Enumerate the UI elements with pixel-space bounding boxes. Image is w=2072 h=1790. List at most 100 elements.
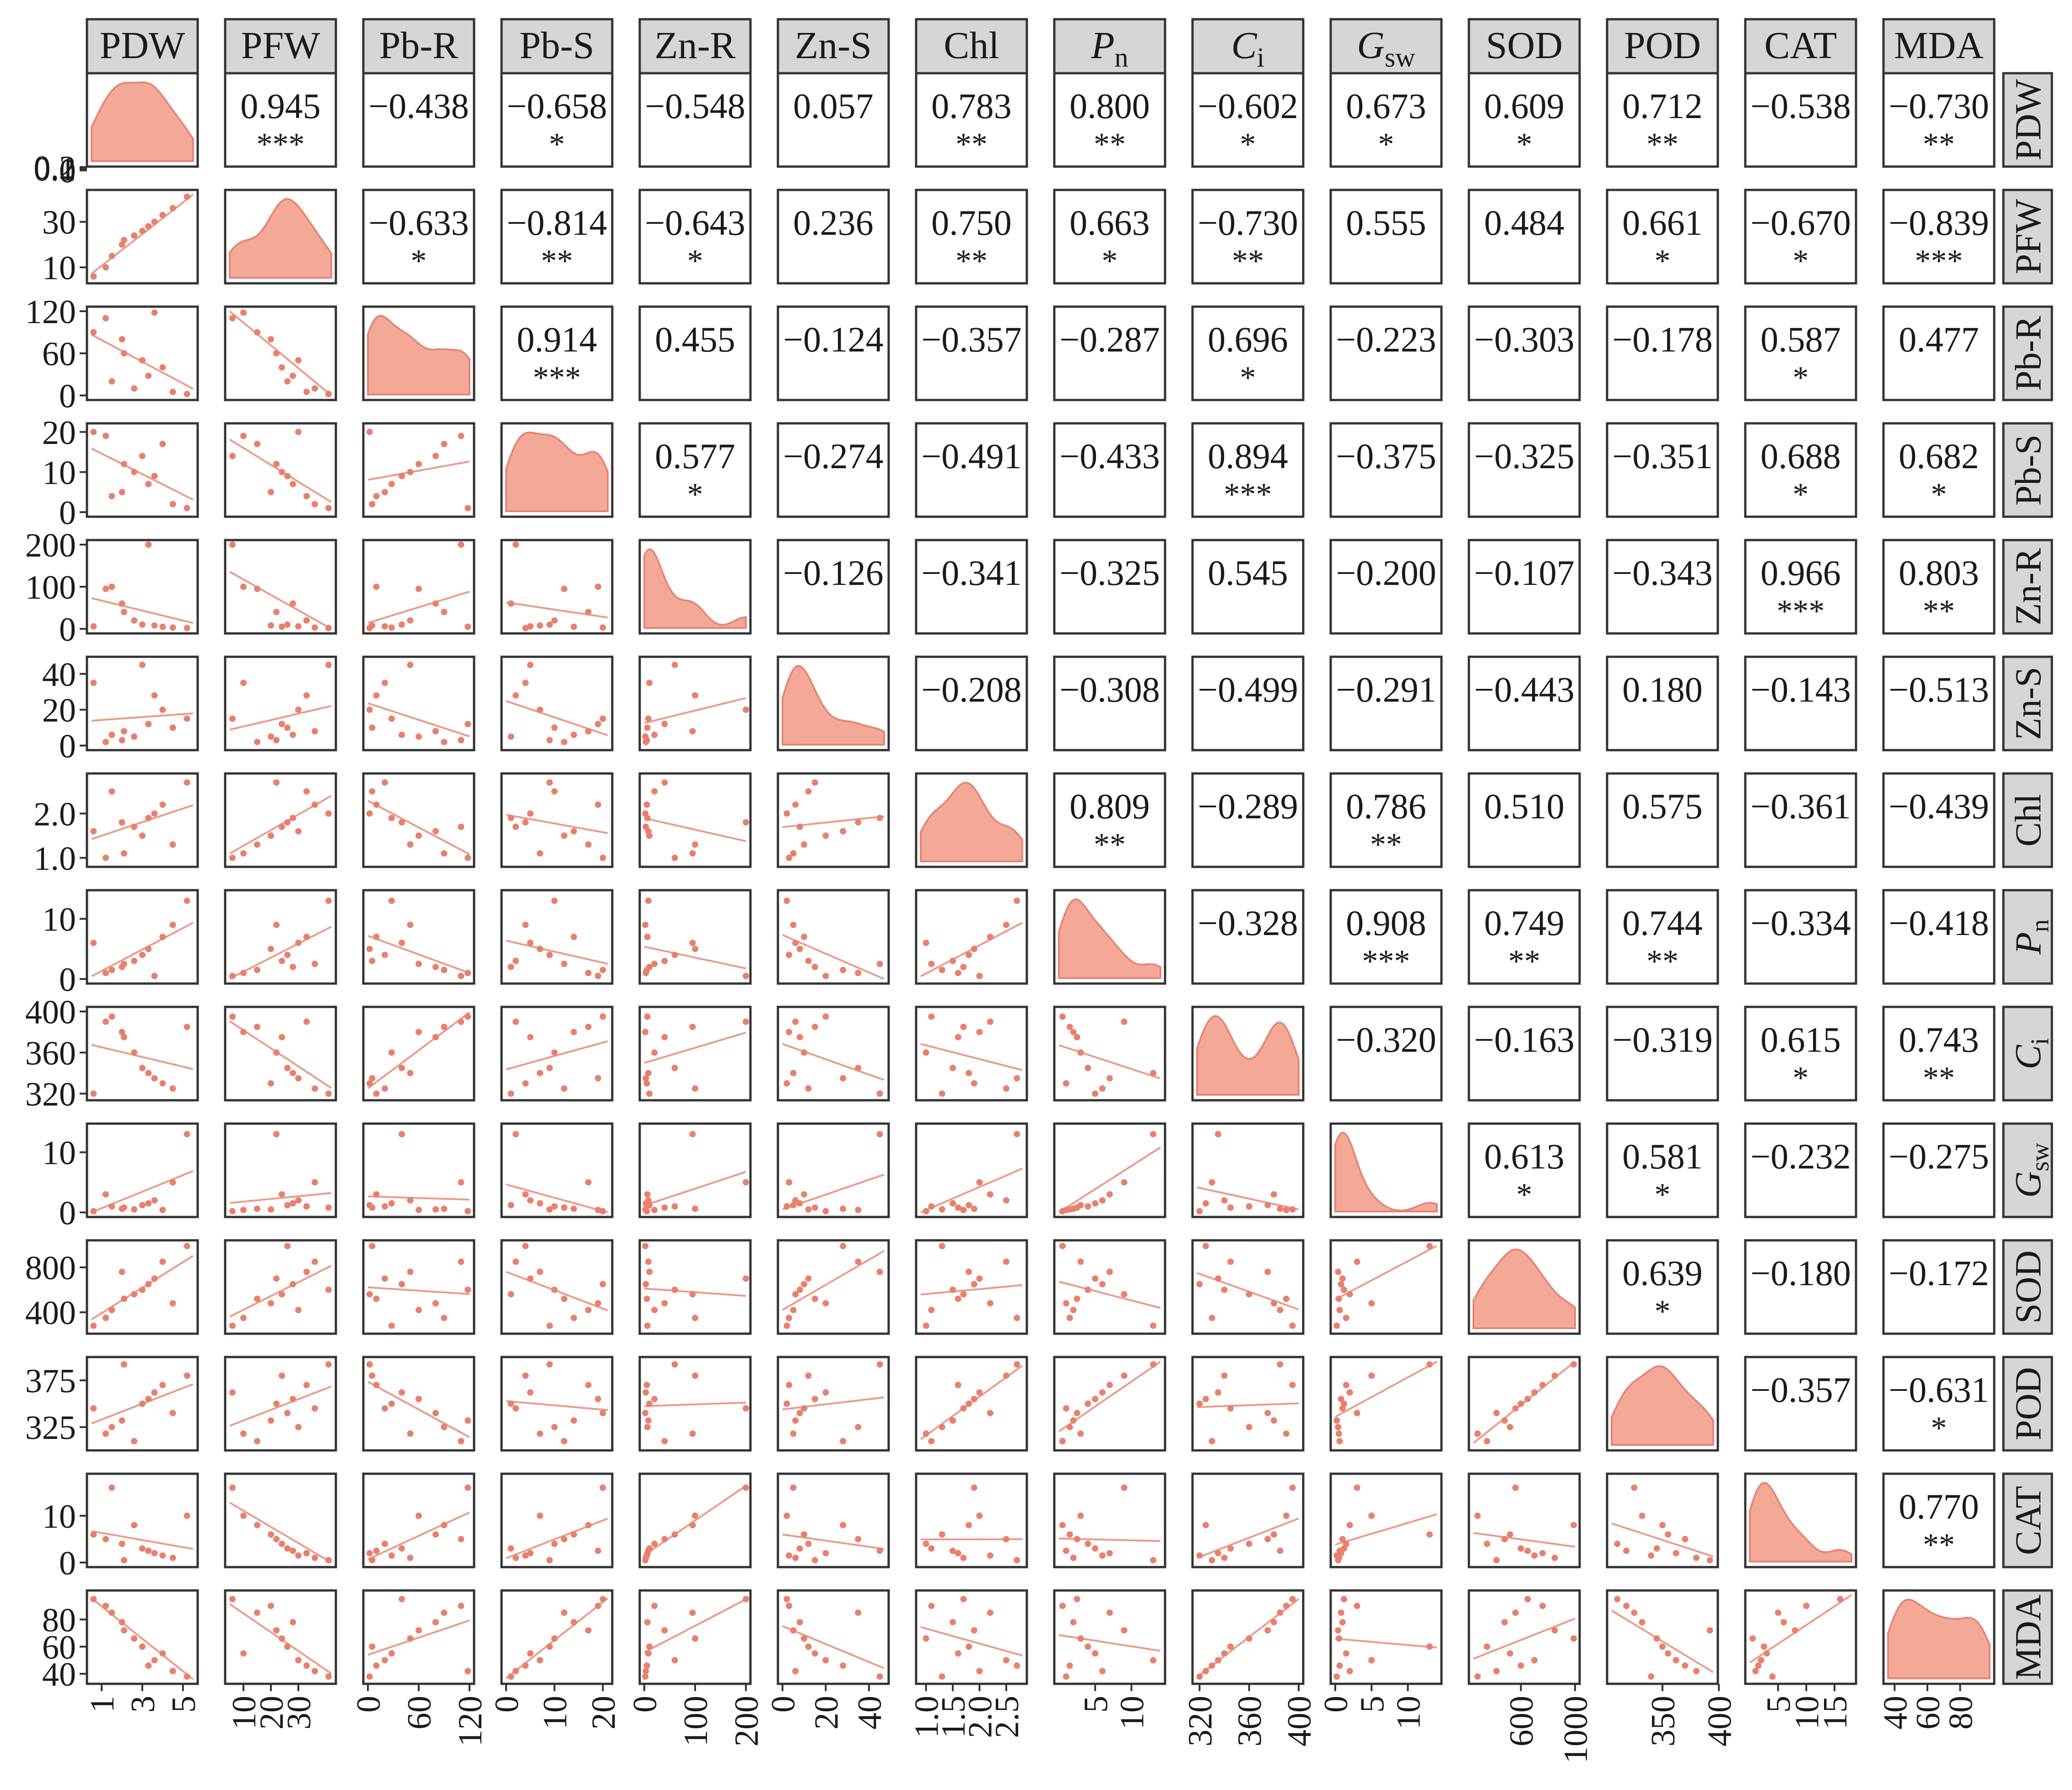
data-point xyxy=(254,1438,260,1444)
data-point xyxy=(373,584,380,590)
x-tick-label: 5 xyxy=(1077,1696,1115,1713)
panel-frame xyxy=(500,655,614,752)
data-point xyxy=(651,1049,658,1056)
data-point xyxy=(325,898,332,904)
data-point xyxy=(561,1204,567,1211)
column-strip-bg xyxy=(500,18,614,75)
data-point xyxy=(290,815,296,822)
correlation-value: −0.325 xyxy=(1059,553,1160,593)
data-point xyxy=(151,622,158,629)
data-point xyxy=(796,1410,803,1417)
correlation-value: −0.548 xyxy=(645,86,745,126)
data-point xyxy=(783,1080,790,1087)
data-point xyxy=(121,850,127,857)
data-point xyxy=(1631,1484,1638,1491)
panel-Zn-S-Gsw: −0.291 xyxy=(1329,655,1443,752)
data-point xyxy=(1775,1609,1781,1616)
row-strip-bg xyxy=(2002,889,2053,985)
data-point xyxy=(840,1438,847,1444)
data-point xyxy=(407,841,414,848)
data-point xyxy=(229,315,236,322)
fit-line xyxy=(1058,1281,1161,1309)
data-point xyxy=(876,1673,883,1680)
data-point xyxy=(1524,1595,1531,1602)
panel-Ci-PFW xyxy=(224,1006,337,1102)
x-axis-Ci: 320 360 400 xyxy=(1182,1684,1318,1747)
column-strip-SOD: SOD xyxy=(1468,18,1581,75)
data-point xyxy=(1426,1361,1433,1368)
data-point xyxy=(441,1206,448,1212)
fit-line xyxy=(367,935,470,974)
data-point xyxy=(594,1075,601,1082)
significance-stars: * xyxy=(1793,1060,1809,1096)
data-point xyxy=(90,1595,97,1602)
column-strip-label: Ci xyxy=(1231,24,1265,72)
panel-Pb-R-Chl: −0.357 xyxy=(915,305,1028,401)
data-point xyxy=(646,963,653,970)
y-tick-label: 0 xyxy=(59,611,76,649)
data-point xyxy=(1539,1602,1546,1609)
data-point xyxy=(139,832,146,839)
data-point xyxy=(939,1531,945,1538)
panel-MDA-MDA xyxy=(1882,1589,1996,1685)
panel-frame xyxy=(777,772,890,868)
fit-line xyxy=(229,1020,332,1089)
data-point xyxy=(642,1243,649,1249)
data-point xyxy=(971,1484,977,1491)
data-point xyxy=(366,1673,373,1680)
panel-frame xyxy=(362,889,475,985)
x-tick-label: 20 xyxy=(585,1696,622,1730)
data-point xyxy=(661,957,668,964)
panel-frame xyxy=(1191,1239,1305,1335)
panel-Pb-R-Pn: −0.287 xyxy=(1053,305,1166,401)
data-point xyxy=(1106,1268,1113,1275)
data-point xyxy=(159,1206,166,1213)
row-strip-label: Zn-S xyxy=(2008,667,2049,740)
x-tick-label: 5 xyxy=(165,1696,203,1713)
panel-POD-Gsw xyxy=(1329,1356,1443,1452)
data-point xyxy=(522,1080,529,1087)
panel-Chl-Zn-S xyxy=(777,772,890,868)
data-point xyxy=(661,1438,668,1444)
data-point xyxy=(458,433,464,439)
panel-Chl-Pb-R xyxy=(362,772,475,868)
column-strip-bg xyxy=(86,18,199,75)
panel-Zn-R-PFW xyxy=(224,539,337,635)
data-point xyxy=(971,1627,977,1634)
panel-frame xyxy=(1329,1472,1443,1568)
panel-frame xyxy=(638,889,752,985)
panel-Pb-R-POD: −0.178 xyxy=(1606,305,1719,401)
data-point xyxy=(1682,1662,1689,1669)
panel-Zn-S-MDA: −0.513 xyxy=(1882,655,1996,752)
data-point xyxy=(1570,1522,1577,1529)
data-point xyxy=(644,1424,651,1431)
data-point xyxy=(571,1314,577,1321)
x-tick-label: 0 xyxy=(626,1696,664,1713)
panel-POD-Ci xyxy=(1191,1356,1305,1452)
data-point xyxy=(551,1203,558,1210)
row-strip-MDA: MDA xyxy=(2002,1589,2053,1685)
data-point xyxy=(90,623,97,630)
fit-line xyxy=(1473,1532,1576,1548)
data-point xyxy=(1338,1550,1344,1557)
panel-Zn-R-SOD: −0.107 xyxy=(1468,539,1581,635)
fit-line xyxy=(91,1530,194,1550)
panel-PFW-PDW xyxy=(86,189,199,285)
data-point xyxy=(1209,1179,1215,1186)
panel-frame xyxy=(1744,1589,1857,1685)
panel-frame xyxy=(915,1006,1028,1102)
data-point xyxy=(1752,1668,1759,1675)
data-point xyxy=(399,940,405,946)
column-strip-PFW: PFW xyxy=(224,18,337,75)
data-point xyxy=(119,1268,125,1275)
panel-frame xyxy=(86,655,199,752)
data-point xyxy=(643,737,650,744)
data-point xyxy=(644,1322,651,1329)
data-point xyxy=(1121,1484,1128,1491)
x-tick-label: 20 xyxy=(808,1696,845,1730)
data-point xyxy=(254,1023,260,1030)
data-point xyxy=(290,731,296,738)
data-point xyxy=(537,946,543,952)
correlation-value: 0.744 xyxy=(1622,903,1703,943)
data-point xyxy=(131,232,138,239)
